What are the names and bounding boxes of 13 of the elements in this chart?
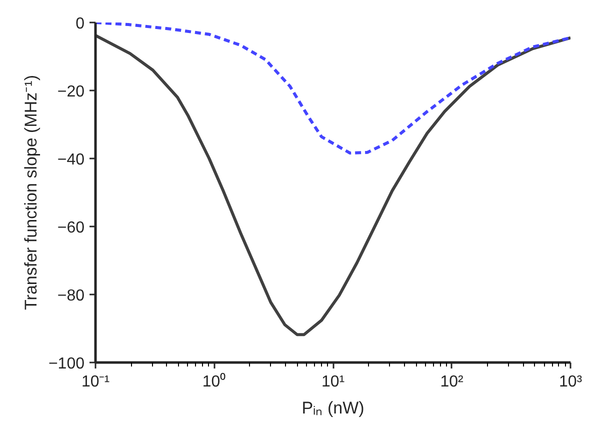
x-axis-title: Pᵢₙ (nW) <box>302 398 364 418</box>
x-tick-label: 10¹ <box>321 374 345 390</box>
y-tick-label: −100 <box>48 356 85 372</box>
x-tick-label: 10² <box>440 374 464 390</box>
x-tick-label: 10⁰ <box>202 372 226 390</box>
y-tick-label: −20 <box>57 84 85 100</box>
y-tick-label: 0 <box>76 16 85 32</box>
y-tick-label: −80 <box>57 288 85 304</box>
y-tick-label: −40 <box>57 152 85 168</box>
x-tick-label: 10⁻¹ <box>81 374 110 390</box>
y-axis-title: Transfer function slope (MHz⁻¹) <box>21 75 40 310</box>
x-tick-label: 10³ <box>558 374 583 390</box>
y-tick-label: −60 <box>57 220 85 236</box>
